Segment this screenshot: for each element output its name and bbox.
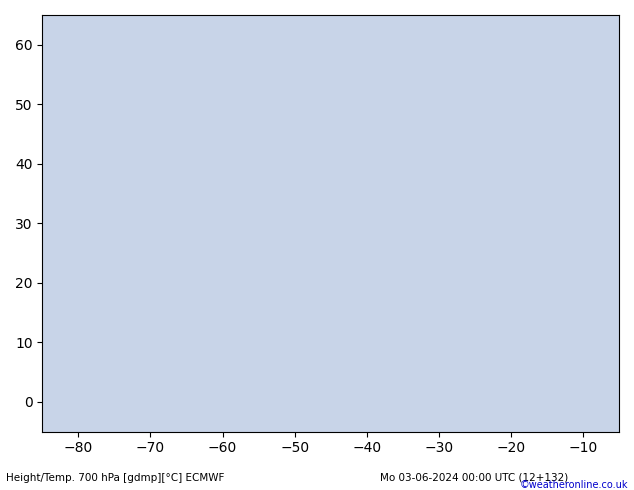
Text: Height/Temp. 700 hPa [gdmp][°C] ECMWF: Height/Temp. 700 hPa [gdmp][°C] ECMWF bbox=[6, 473, 224, 483]
Text: Mo 03-06-2024 00:00 UTC (12+132): Mo 03-06-2024 00:00 UTC (12+132) bbox=[380, 473, 569, 483]
Text: ©weatheronline.co.uk: ©weatheronline.co.uk bbox=[519, 480, 628, 490]
